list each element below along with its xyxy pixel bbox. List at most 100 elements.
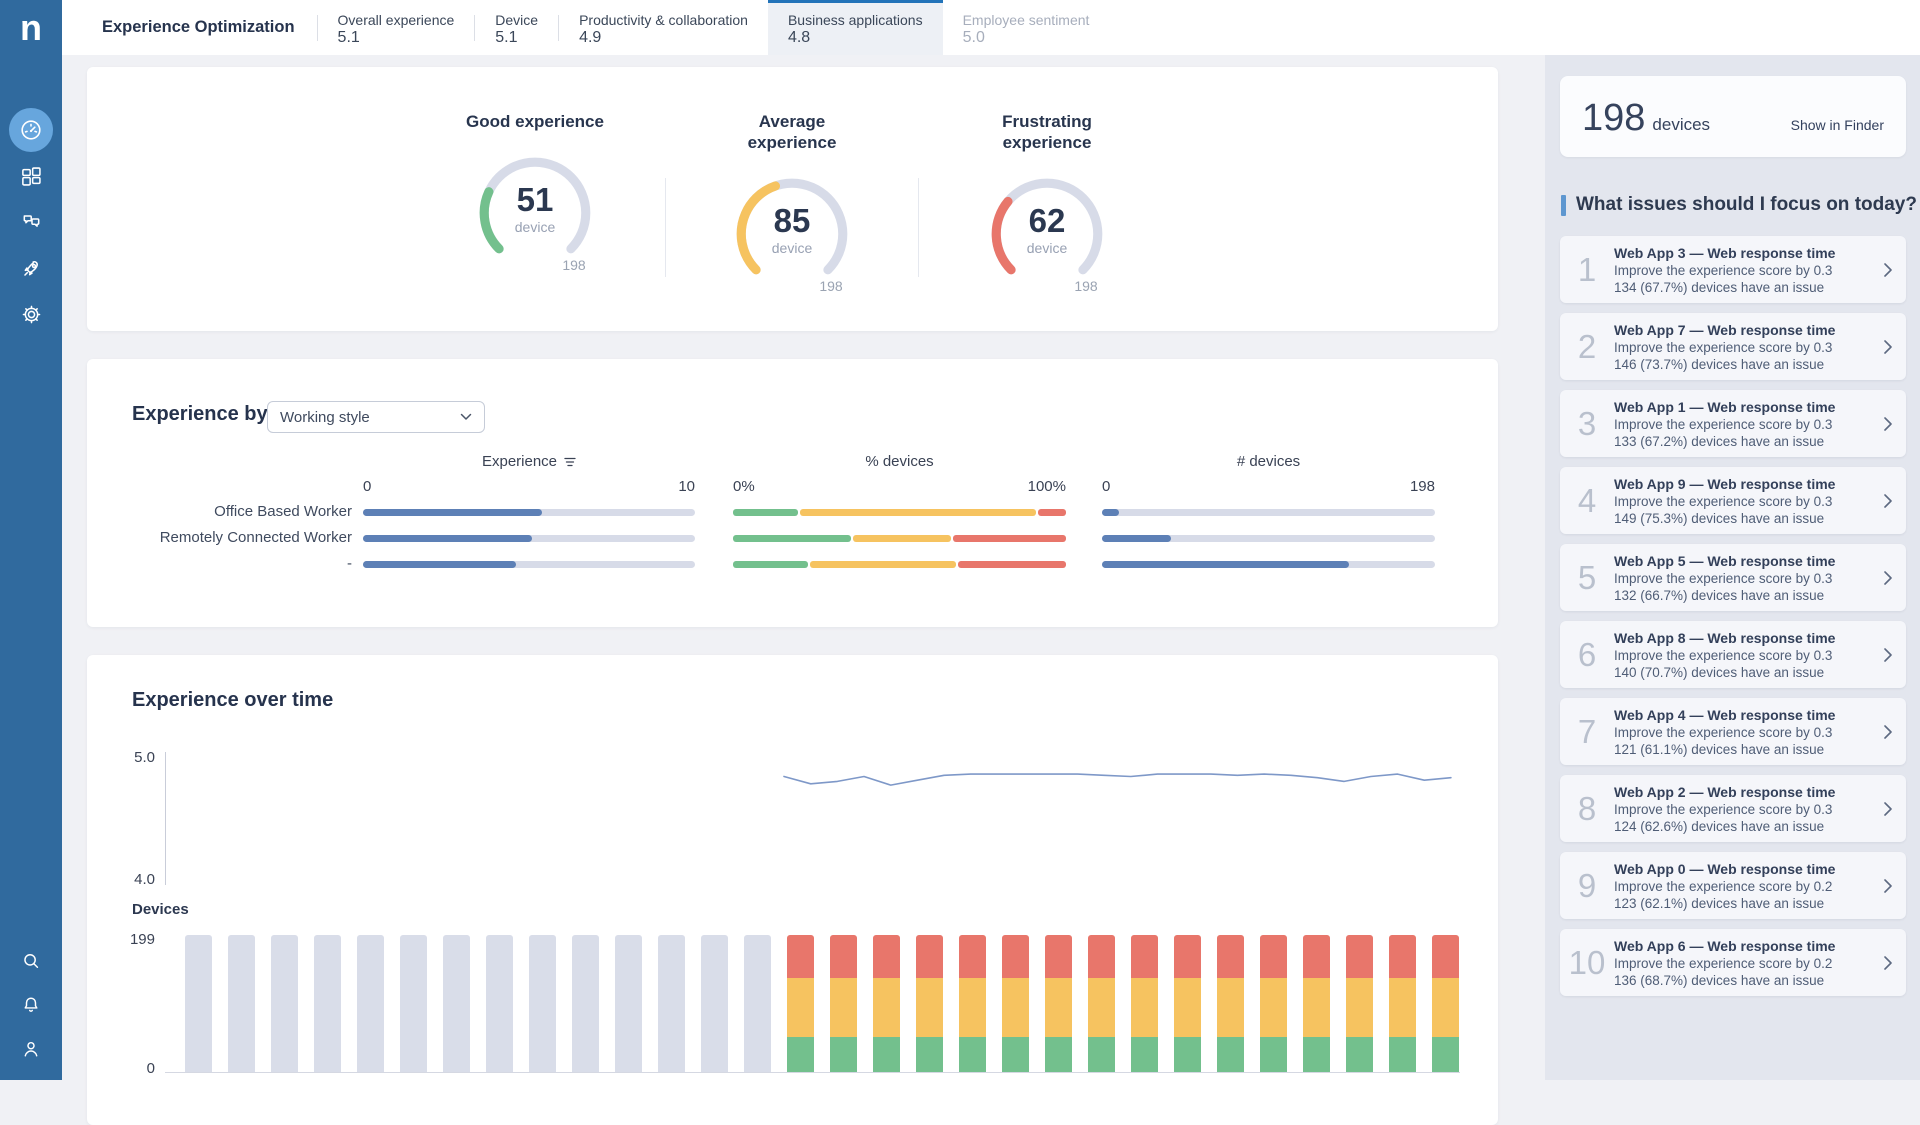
experience-by-card: Experience by Working style Experience 0 1…	[87, 359, 1498, 627]
issue-rank: 7	[1577, 713, 1597, 750]
issue-item[interactable]: 10 Web App 6 — Web response time Improve…	[1560, 929, 1906, 996]
bar-segment-good	[959, 1036, 986, 1072]
bar-segment-average	[1389, 977, 1416, 1037]
device-bar-stacked	[873, 935, 900, 1072]
bar-segment-frustrating	[873, 935, 900, 978]
bar-segment-frustrating	[1174, 935, 1201, 978]
device-count-unit: devices	[1652, 115, 1711, 134]
issue-devices: 132 (66.7%) devices have an issue	[1614, 588, 1825, 603]
issues-heading: What issues should I focus on today?	[1576, 194, 1917, 215]
bar-segment-average	[799, 509, 1036, 516]
issue-item[interactable]: 2 Web App 7 — Web response time Improve …	[1560, 313, 1906, 380]
issue-title: Web App 8 — Web response time	[1614, 630, 1836, 646]
bar-segment-frustrating	[830, 935, 857, 978]
tab-employee-sentiment[interactable]: Employee sentiment 5.0	[943, 0, 1110, 55]
issue-item[interactable]: 6 Web App 8 — Web response time Improve …	[1560, 621, 1906, 688]
column-header-label: # devices	[1236, 453, 1301, 470]
bar-segment-average	[1002, 977, 1029, 1037]
device-bar	[314, 935, 341, 1072]
issue-improvement: Improve the experience score by 0.3	[1614, 802, 1833, 817]
gauge-average-experience: Average experience 85 device 198	[672, 67, 912, 302]
breakdown-select[interactable]: Working style	[267, 401, 485, 433]
issue-devices: 136 (68.7%) devices have an issue	[1614, 973, 1825, 988]
bar-segment-good	[1045, 1036, 1072, 1072]
issue-rank: 9	[1577, 867, 1597, 904]
tab-business-applications[interactable]: Business applications 4.8	[767, 0, 943, 55]
sidebar-item-speedometer[interactable]	[9, 108, 53, 152]
issue-item[interactable]: 3 Web App 1 — Web response time Improve …	[1560, 390, 1906, 457]
bar-segment-frustrating	[1303, 935, 1330, 978]
gauge-frustrating-experience: Frustrating experience 62 device 198	[927, 67, 1167, 302]
row-label: Remotely Connected Worker	[159, 529, 352, 546]
bar-segment-good	[1260, 1036, 1287, 1072]
chevron-right-icon	[1884, 493, 1892, 508]
bell-icon	[20, 994, 42, 1016]
sidebar-item-search[interactable]	[9, 939, 53, 983]
column-header-devices: # devices	[1237, 453, 1300, 470]
issue-improvement: Improve the experience score by 0.3	[1614, 571, 1833, 586]
right-panel: 198 devices Show in Finder What issues s…	[1545, 55, 1920, 1080]
tab-score: 4.8	[787, 29, 811, 46]
search-icon	[20, 950, 42, 972]
issue-rank: 4	[1577, 482, 1597, 519]
sidebar-item-rocket[interactable]	[9, 246, 53, 290]
issue-title: Web App 2 — Web response time	[1614, 784, 1836, 800]
tab-overall-experience[interactable]: Overall experience 5.1	[318, 0, 475, 55]
tab-productivity-collaboration[interactable]: Productivity & collaboration 4.9	[559, 0, 768, 55]
gauge-divider	[665, 178, 666, 277]
topbar: Experience Optimization Overall experien…	[62, 0, 1920, 55]
sidebar-item-bell[interactable]	[9, 983, 53, 1027]
issue-item[interactable]: 8 Web App 2 — Web response time Improve …	[1560, 775, 1906, 842]
issue-item[interactable]: 7 Web App 4 — Web response time Improve …	[1560, 698, 1906, 765]
sidebar-item-gear[interactable]	[9, 292, 53, 336]
device-bar-stacked	[1389, 935, 1416, 1072]
bar	[363, 535, 695, 542]
gauge-divider	[918, 178, 919, 277]
sidebar-item-apps-grid[interactable]	[9, 154, 53, 198]
column-header-devices: % devices	[865, 453, 933, 470]
bar-segment-good	[1174, 1036, 1201, 1072]
bar-segment-frustrating	[916, 935, 943, 978]
tab-device[interactable]: Device 5.1	[475, 0, 558, 55]
bar-segment-good	[916, 1036, 943, 1072]
chevron-right-icon	[1884, 339, 1892, 354]
device-bar	[185, 935, 212, 1072]
device-bar	[615, 935, 642, 1072]
issue-devices: 124 (62.6%) devices have an issue	[1614, 819, 1825, 834]
experience-over-time-title: Experience over time	[132, 689, 334, 711]
issue-devices: 134 (67.7%) devices have an issue	[1614, 280, 1825, 295]
issue-item[interactable]: 1 Web App 3 — Web response time Improve …	[1560, 236, 1906, 303]
issue-text: Web App 6 — Web response time Improve th…	[1614, 929, 1884, 996]
issue-text: Web App 9 — Web response time Improve th…	[1614, 467, 1884, 534]
device-bar-stacked	[787, 935, 814, 1072]
chevron-right-icon	[1884, 647, 1892, 662]
tab-label: Business applications	[787, 12, 923, 28]
bar-segment-good	[1432, 1036, 1459, 1072]
show-in-finder-link[interactable]: Show in Finder	[1790, 117, 1884, 133]
bar-segment-average	[830, 977, 857, 1037]
device-bar	[228, 935, 255, 1072]
chevron-down-icon	[460, 413, 472, 421]
issue-item[interactable]: 5 Web App 5 — Web response time Improve …	[1560, 544, 1906, 611]
bar-segment-average	[809, 561, 956, 568]
bars-y-min-label: 0	[146, 1060, 155, 1077]
issue-devices: 149 (75.3%) devices have an issue	[1614, 511, 1825, 526]
axis-min-label: 0	[363, 478, 372, 495]
gauge-value: 51 device	[469, 182, 601, 236]
issue-item[interactable]: 9 Web App 0 — Web response time Improve …	[1560, 852, 1906, 919]
column-header-experience[interactable]: Experience	[482, 453, 576, 470]
apps-grid-icon	[20, 165, 43, 188]
sidebar-item-chat[interactable]	[9, 200, 53, 244]
bar-segment-average	[873, 977, 900, 1037]
issue-text: Web App 2 — Web response time Improve th…	[1614, 775, 1884, 842]
issue-text: Web App 1 — Web response time Improve th…	[1614, 390, 1884, 457]
bar-segment-average	[1131, 977, 1158, 1037]
sidebar-item-user[interactable]	[9, 1027, 53, 1071]
bar-segment-frustrating	[1002, 935, 1029, 978]
row-label: -	[347, 555, 352, 572]
speedometer-icon	[19, 118, 43, 142]
issue-item[interactable]: 4 Web App 9 — Web response time Improve …	[1560, 467, 1906, 534]
bar-segment-average	[916, 977, 943, 1037]
issue-rank: 2	[1577, 328, 1597, 365]
bar-fill	[1102, 561, 1350, 568]
